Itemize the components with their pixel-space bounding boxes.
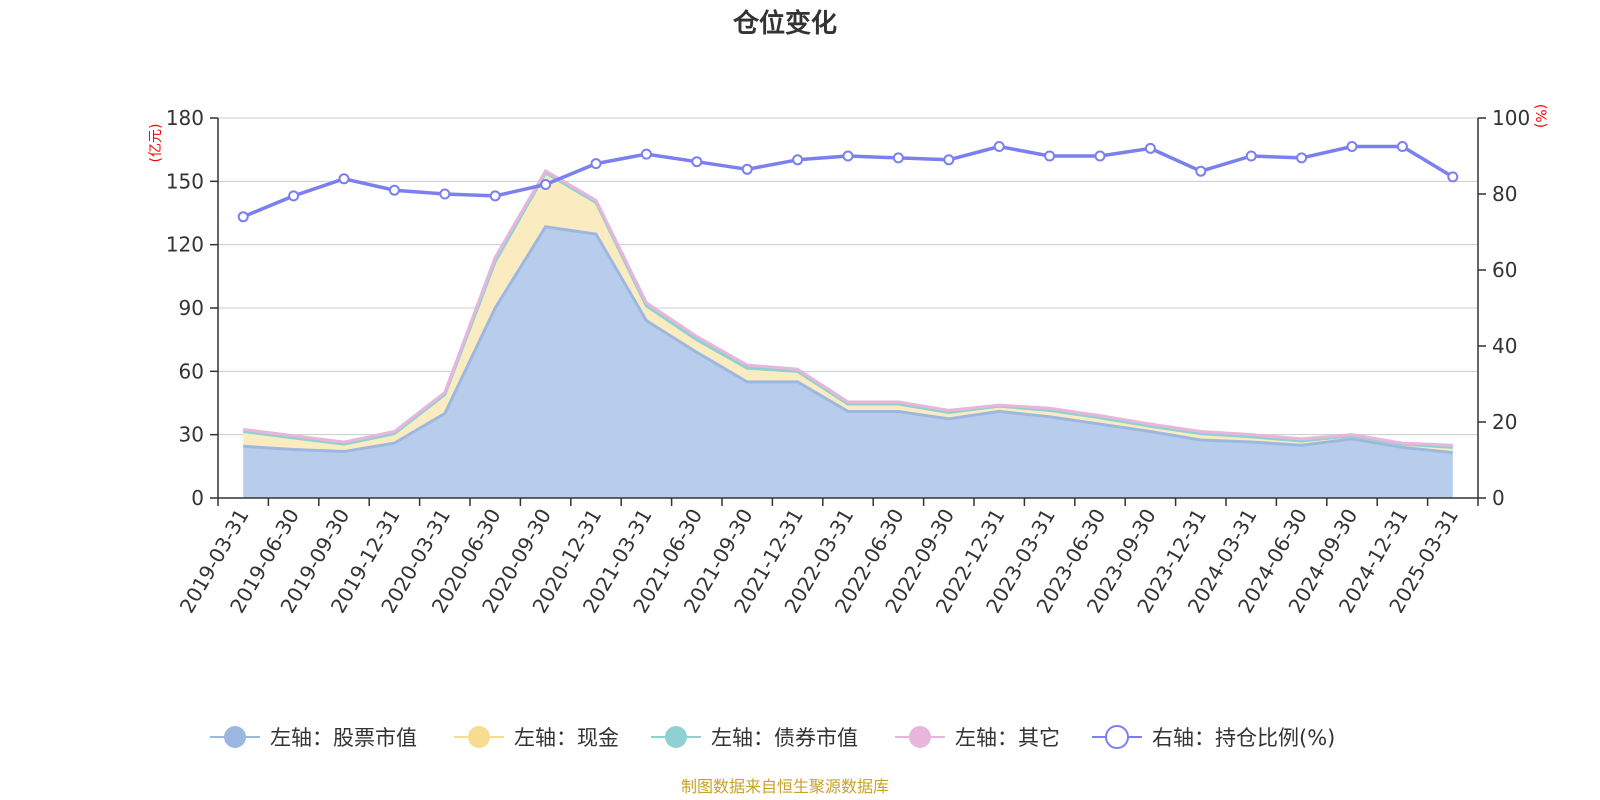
source-note: 制图数据来自恒生聚源数据库 [681, 777, 889, 796]
ratio-point [892, 152, 904, 164]
left-axis-unit: (亿元) [148, 124, 164, 163]
left-tick-label: 90 [179, 296, 204, 320]
ratio-point [1094, 150, 1106, 162]
legend-label: 左轴：现金 [514, 726, 619, 750]
area-1 [243, 172, 1453, 453]
left-tick-label: 60 [179, 359, 204, 383]
ratio-point [338, 173, 350, 185]
left-tick-label: 120 [166, 233, 204, 257]
left-tick-label: 0 [191, 486, 204, 510]
ratio-point [540, 179, 552, 190]
grid-lines [218, 117, 1478, 436]
legend-marker-circle [909, 726, 931, 748]
legend-item-3: 左轴：其它 [895, 726, 1060, 750]
right-tick-label: 80 [1492, 182, 1517, 206]
left-tick-label: 30 [179, 423, 204, 447]
ratio-point [1346, 141, 1358, 152]
ratio-point [993, 141, 1005, 152]
left-tick-label: 180 [166, 106, 204, 130]
ratio-point [1044, 150, 1056, 162]
area-line-3 [243, 168, 1453, 447]
ratio-point [691, 156, 703, 168]
legend-label: 右轴：持仓比例(%) [1152, 726, 1335, 750]
ratio-point [288, 190, 300, 202]
right-axis-unit: (%) [1532, 104, 1548, 128]
right-tick-label: 20 [1492, 410, 1517, 434]
left-axis-ticks: 0 30 60 90 120 150 180 [166, 106, 218, 510]
legend-label: 左轴：债券市值 [711, 726, 858, 750]
legend-marker-circle [224, 726, 246, 748]
ratio-point [1396, 141, 1408, 152]
area-line-0 [243, 225, 1453, 455]
legend-marker-circle [1105, 725, 1129, 749]
legend-label: 左轴：其它 [955, 726, 1060, 750]
legend-marker-circle [665, 726, 687, 748]
ratio-point [943, 154, 955, 166]
stacked-areas [243, 168, 1453, 498]
right-tick-label: 60 [1492, 258, 1517, 282]
ratio-point [741, 163, 753, 175]
area-0 [243, 226, 1453, 498]
ratio-point [489, 190, 501, 202]
legend-item-1: 左轴：现金 [454, 726, 619, 750]
ratio-point [640, 148, 652, 160]
ratio-point [1296, 152, 1308, 164]
right-tick-label: 40 [1492, 334, 1517, 358]
ratio-point [590, 158, 602, 170]
ratio-point [1144, 142, 1156, 154]
right-axis-ticks: 0 20 40 60 80 100 [1478, 106, 1530, 510]
ratio-point [842, 150, 854, 162]
legend-item-2: 左轴：债券市值 [651, 726, 858, 750]
legend: 左轴：股票市值 左轴：现金 左轴：债券市值 左轴：其它 右轴：持仓比例(%) [210, 725, 1335, 750]
ratio-point [1447, 171, 1459, 183]
legend-item-0: 左轴：股票市值 [210, 726, 417, 750]
ratio-point [439, 188, 451, 200]
right-tick-label: 100 [1492, 106, 1530, 130]
ratio-point [1195, 165, 1207, 177]
area-line-2 [243, 170, 1453, 449]
x-axis-ticks: 2019-03-312019-06-302019-09-302019-12-31… [175, 498, 1479, 617]
ratio-point [792, 154, 804, 166]
left-tick-label: 150 [166, 169, 204, 193]
right-tick-label: 0 [1492, 486, 1505, 510]
legend-label: 左轴：股票市值 [270, 726, 417, 750]
ratio-point [388, 184, 400, 196]
legend-marker-circle [468, 726, 490, 748]
chart-title: 仓位变化 [732, 8, 837, 39]
legend-item-4: 右轴：持仓比例(%) [1092, 725, 1335, 750]
ratio-point [237, 211, 249, 223]
ratio-line-series [237, 141, 1459, 223]
ratio-point [1245, 150, 1257, 162]
